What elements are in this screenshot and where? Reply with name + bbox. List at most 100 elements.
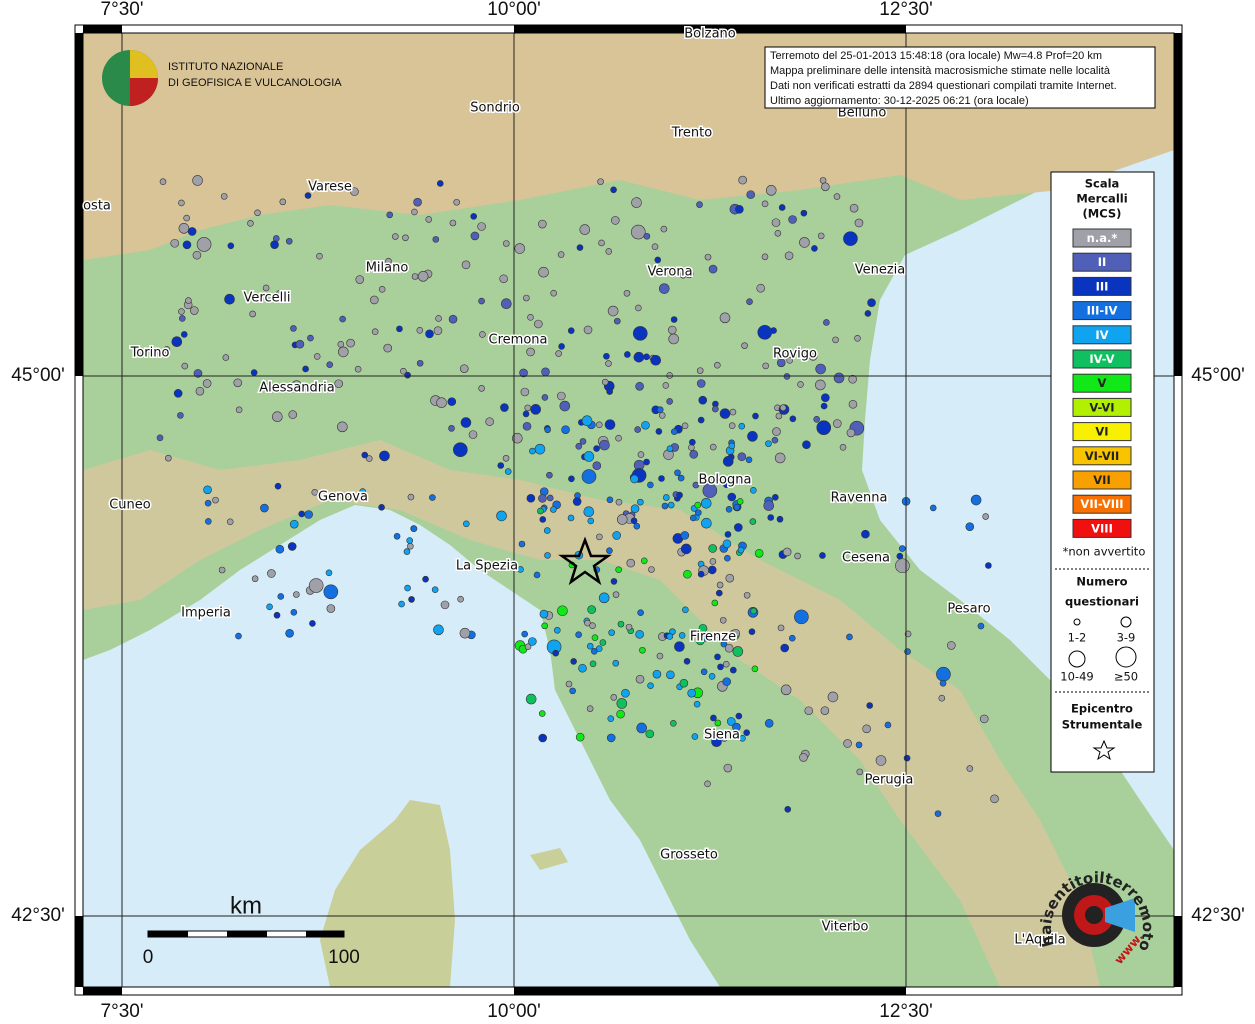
intensity-dot [235,406,243,414]
intensity-dot [433,624,444,636]
intensity-dot [541,394,549,401]
intensity-dot [590,648,598,655]
intensity-dot [668,333,679,345]
intensity-dot [777,624,785,632]
intensity-dot [761,253,769,261]
intensity-dot [576,244,584,251]
intensity-dot [635,674,645,684]
intensity-dot [938,694,946,702]
intensity-dot [827,691,839,703]
intensity-dot [157,349,165,357]
frame-stripe [75,916,83,987]
logo-segment [130,78,158,106]
intensity-dot [279,198,287,206]
scale-segment [227,931,267,937]
intensity-dot [187,227,197,236]
city-label: Alessandria [259,381,334,396]
city-label: Venezia [855,263,906,278]
intensity-dot [599,439,610,451]
legend-title: (MCS) [1083,207,1122,221]
intensity-dot [365,455,373,462]
intensity-dot [666,633,674,640]
intensity-dot [735,205,744,214]
intensity-dot [970,494,982,506]
intensity-dot [193,369,203,378]
intensity-dot [710,714,717,722]
intensity-dot [750,607,757,615]
intensity-dot [691,733,699,740]
intensity-dot [607,305,619,317]
intensity-dot [697,570,705,578]
intensity-dot [171,336,183,348]
intensity-dot [561,425,570,434]
intensity-dot [587,605,596,614]
intensity-dot [307,334,314,342]
intensity-dot [354,365,362,373]
intensity-dot [864,310,872,317]
intensity-dot [683,657,691,665]
intensity-dot [747,431,758,442]
legend-label: IV [1095,328,1108,342]
intensity-dot [771,218,781,227]
site-logo-target [1085,906,1103,924]
intensity-dot [764,718,774,728]
intensity-dot [696,201,703,208]
intensity-dot [183,214,190,222]
intensity-dot [722,539,732,549]
intensity-dot [355,275,365,284]
ingv-logo: ISTITUTO NAZIONALE DI GEOFISICA E VULCAN… [102,50,342,106]
scale-tick: 100 [328,947,360,968]
intensity-dot [408,596,415,603]
intensity-dot [559,400,571,412]
intensity-dot [529,447,536,455]
intensity-dot [833,193,841,200]
intensity-dot [714,653,721,661]
intensity-dot [302,365,309,373]
legend-swatch [1072,228,1132,248]
intensity-dot [453,198,460,206]
intensity-dot [325,569,333,577]
intensity-dot [802,440,811,449]
intensity-dot [660,225,668,233]
intensity-dot [662,382,670,389]
intensity-dot [875,755,887,766]
intensity-dot [985,562,992,569]
city-label: Sondrio [470,101,520,116]
intensity-dot [575,442,583,450]
intensity-dot [645,729,655,739]
intensity-dot [708,264,718,274]
city-label: Milano [366,261,409,276]
intensity-dot [727,492,737,502]
intensity-dot [799,753,808,762]
intensity-dot [404,584,411,592]
intensity-dot [630,504,640,514]
intensity-dot [557,605,568,617]
site-logo-megaphone [1105,898,1135,932]
legend-label: VI-VII [1085,449,1120,463]
intensity-dot [616,514,628,525]
intensity-dot [224,293,235,305]
legend-label: II [1098,255,1107,269]
intensity-dot [637,498,644,506]
intensity-dot [275,544,285,554]
intensity-dot [732,646,744,657]
intensity-dot [823,319,830,326]
intensity-dot [599,639,607,646]
intensity-dot [610,186,617,194]
elba [530,848,568,870]
legend-size [1068,650,1086,668]
intensity-dot [661,502,669,510]
intensity-dot [633,522,641,530]
city-label: Trento [671,126,712,141]
intensity-dot [596,533,603,541]
intensity-dot [813,415,820,423]
legend-swatch [1072,276,1132,296]
intensity-dot [624,351,631,358]
intensity-dot [709,443,717,451]
intensity-dot [786,357,794,364]
intensity-dot [788,215,797,224]
intensity-dot [533,571,541,579]
intensity-dot [929,504,937,512]
intensity-dot [589,660,597,668]
intensity-dot [402,234,409,242]
